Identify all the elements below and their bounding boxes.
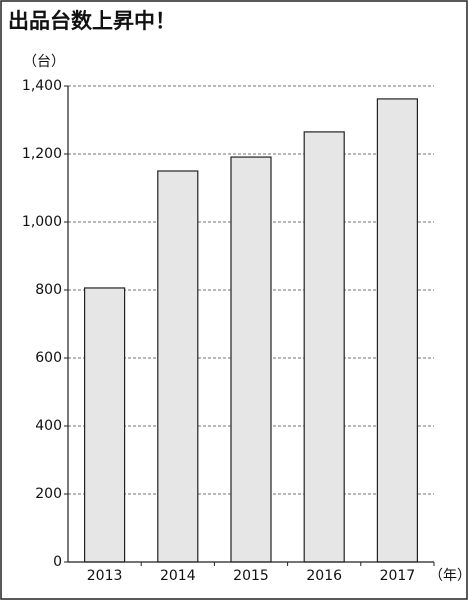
bar bbox=[230, 156, 272, 563]
x-axis-label: （年） bbox=[429, 568, 468, 584]
y-tick-label: 1,200 bbox=[22, 146, 62, 162]
x-tick-label: 2016 bbox=[306, 568, 342, 584]
bar bbox=[83, 287, 126, 563]
y-tick-label: 1,000 bbox=[22, 214, 62, 230]
x-tick-label: 2013 bbox=[87, 568, 123, 584]
y-tick-label: 800 bbox=[35, 282, 62, 298]
y-tick-label: 600 bbox=[35, 350, 62, 366]
x-tick-label: 2017 bbox=[380, 568, 416, 584]
y-tick-label: 400 bbox=[35, 418, 62, 434]
bar bbox=[157, 170, 199, 563]
y-tick-label: 200 bbox=[35, 486, 62, 502]
bar bbox=[303, 131, 345, 563]
bar bbox=[376, 98, 418, 563]
x-tick-label: 2014 bbox=[160, 568, 196, 584]
x-tick-label: 2015 bbox=[233, 568, 269, 584]
y-axis-label: （台） bbox=[23, 54, 65, 70]
y-tick-label: 1,400 bbox=[22, 78, 62, 94]
y-tick-label: 0 bbox=[53, 554, 62, 570]
chart-title: 出品台数上昇中！ bbox=[8, 9, 176, 33]
